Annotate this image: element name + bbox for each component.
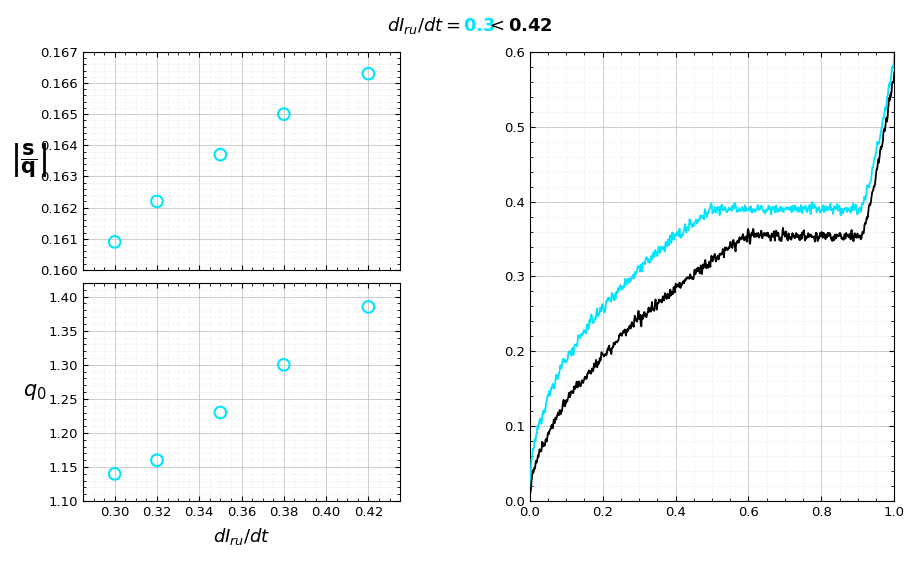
Y-axis label: $\boldsymbol{q_0}$: $\boldsymbol{q_0}$ — [23, 382, 46, 402]
Point — [361, 302, 376, 312]
Point — [213, 150, 228, 160]
Y-axis label: $\left|\dfrac{\mathbf{s}}{\mathbf{q}}\right|$: $\left|\dfrac{\mathbf{s}}{\mathbf{q}}\ri… — [10, 142, 48, 180]
Point — [107, 469, 122, 479]
Point — [213, 408, 228, 417]
Text: $dI_{ru}/dt = $: $dI_{ru}/dt = $ — [387, 16, 461, 36]
Point — [277, 109, 291, 119]
Point — [107, 237, 122, 247]
Point — [277, 360, 291, 369]
Text: $< \mathbf{0.42}$: $< \mathbf{0.42}$ — [486, 17, 553, 35]
Text: $\mathbf{0.3}$: $\mathbf{0.3}$ — [463, 17, 495, 35]
Point — [149, 456, 164, 465]
X-axis label: $dI_{ru}/dt$: $dI_{ru}/dt$ — [213, 526, 270, 547]
Point — [149, 197, 164, 206]
Point — [361, 69, 376, 78]
